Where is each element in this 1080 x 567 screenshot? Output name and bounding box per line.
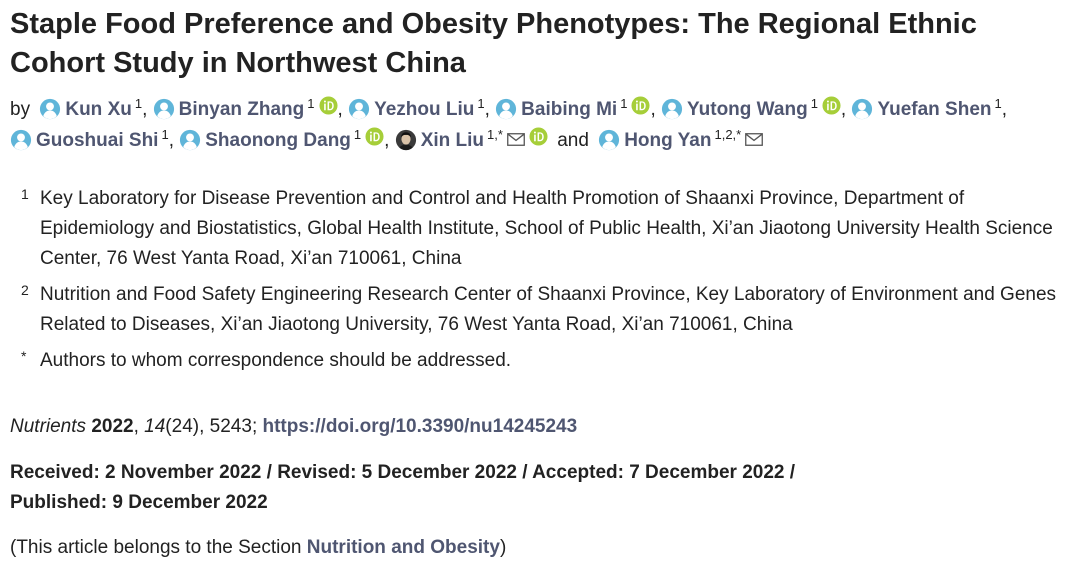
email-icon[interactable] [745,125,764,146]
author-separator: , [142,99,148,120]
author-name[interactable]: Yutong Wang [687,99,808,120]
journal-name: Nutrients [10,416,87,437]
affiliation-number: * [21,348,27,364]
user-avatar-icon[interactable] [10,129,32,151]
affiliation-item: 1 Key Laboratory for Disease Prevention … [10,184,1075,274]
author: Xin Liu 1,* [395,127,548,151]
author-separator: , [384,130,390,151]
author-separator: , [1001,99,1008,120]
affiliation-number: 1 [21,186,29,202]
dates-line-1: Received: 2 November 2022 / Revised: 5 D… [10,462,796,483]
orcid-icon[interactable] [529,125,548,146]
user-avatar-icon[interactable] [851,98,873,120]
citation-line: Nutrients 2022, 14(24), 5243; https://do… [10,416,578,437]
author-name[interactable]: Guoshuai Shi [36,130,159,151]
publication-dates: Received: 2 November 2022 / Revised: 5 D… [10,458,1075,518]
user-avatar-icon[interactable] [495,98,517,120]
author: Yezhou Liu 1, [348,96,490,120]
by-label: by [10,99,31,120]
author-affiliation: 1,2,* [714,127,742,142]
author-affiliation: 1 [477,96,485,111]
orcid-icon[interactable] [318,94,338,115]
author-name[interactable]: Yezhou Liu [374,99,475,120]
author-affiliation: 1 [161,127,169,142]
author-name[interactable]: Xin Liu [420,130,485,151]
author-name[interactable]: Hong Yan [624,130,712,151]
email-icon[interactable] [507,125,525,146]
orcid-icon[interactable] [365,125,384,146]
orcid-icon[interactable] [822,94,841,115]
article-title: Staple Food Preference and Obesity Pheno… [10,8,977,79]
section-link[interactable]: Nutrition and Obesity [306,537,500,558]
author-separator: , [840,99,847,120]
author: Hong Yan 1,2,* [598,127,764,151]
affiliation-text: Nutrition and Food Safety Engineering Re… [40,284,1057,335]
author-name[interactable]: Baibing Mi [521,99,618,120]
author-list: by Kun Xu 1, Binyan Zhang 1, Yezhou Liu 1, … [10,94,1075,156]
author: Baibing Mi 1, [495,96,656,120]
section-note: (This article belongs to the Section Nut… [10,534,506,562]
author: Shaonong Dang 1, [179,127,390,151]
author-affiliation: 1 [994,96,1002,111]
author-name[interactable]: Yuefan Shen [877,99,992,120]
author-name[interactable]: Shaonong Dang [205,130,351,151]
author: Kun Xu 1, [39,96,148,120]
author-affiliation: 1 [307,96,315,111]
author-affiliation: 1 [134,96,143,111]
author-separator: , [484,99,490,120]
author-name[interactable]: Binyan Zhang [178,99,305,120]
citation-article: 5243 [209,416,252,437]
dates-line-2: Published: 9 December 2022 [10,492,268,513]
author-photo[interactable] [395,129,417,151]
author-separator: , [650,99,656,120]
citation-year: 2022 [91,416,134,437]
user-avatar-icon[interactable] [661,98,683,120]
affiliation-text: Key Laboratory for Disease Prevention an… [40,188,1053,269]
user-avatar-icon[interactable] [348,98,370,120]
user-avatar-icon[interactable] [179,129,201,151]
author-affiliation: 1 [620,96,628,111]
affiliation-item: 2 Nutrition and Food Safety Engineering … [10,280,1075,340]
orcid-icon[interactable] [631,94,650,115]
doi-link[interactable]: https://doi.org/10.3390/nu14245243 [262,416,578,437]
user-avatar-icon[interactable] [39,98,61,120]
affiliation-number: 2 [21,282,29,298]
correspondence-note: * Authors to whom correspondence should … [10,346,1075,376]
author-affiliation: 1 [810,96,818,111]
author: Yuefan Shen 1, [851,96,1008,120]
author-affiliation: 1,* [487,127,503,142]
citation-volume: 14 [144,416,166,437]
author-name[interactable]: Kun Xu [65,99,132,120]
author-affiliation: 1 [353,127,362,142]
and-label: and [557,130,589,151]
author: Guoshuai Shi 1, [10,127,174,151]
affiliation-text: Authors to whom correspondence should be… [40,350,512,371]
section-prefix: (This article belongs to the Section [10,537,307,558]
citation-issue: (24) [165,416,200,437]
user-avatar-icon[interactable] [153,98,175,120]
user-avatar-icon[interactable] [598,129,620,151]
author: Binyan Zhang 1, [153,96,343,120]
section-suffix: ) [499,537,507,558]
affiliations: 1 Key Laboratory for Disease Prevention … [10,184,1075,382]
author: Yutong Wang 1, [661,96,847,120]
author-separator: , [168,130,174,151]
author-separator: , [337,99,343,120]
